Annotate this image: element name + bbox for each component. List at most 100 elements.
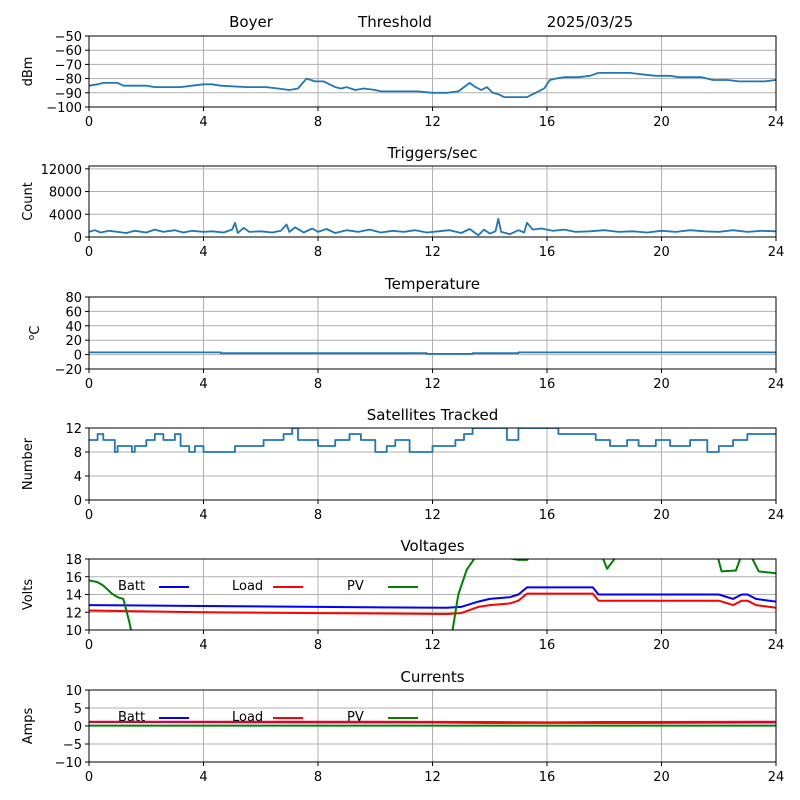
y-tick-label: −60: [55, 44, 82, 59]
y-tick-label: −20: [55, 363, 82, 378]
x-tick-label: 4: [199, 770, 207, 785]
subplot-title: Voltages: [400, 537, 464, 555]
x-tick-label: 0: [85, 638, 93, 653]
x-tick-label: 20: [653, 770, 670, 785]
x-tick-label: 24: [768, 377, 785, 392]
x-tick-label: 4: [199, 508, 207, 523]
x-tick-label: 8: [314, 115, 322, 130]
x-tick-label: 0: [85, 770, 93, 785]
y-tick-label: −80: [55, 73, 82, 88]
y-tick-label: 20: [65, 334, 82, 349]
plot-frame: [88, 427, 777, 501]
x-tick-label: 20: [653, 245, 670, 260]
legend-label-load: Load: [232, 710, 263, 725]
y-axis-label: dBm: [21, 57, 36, 87]
x-tick-label: 16: [539, 115, 556, 130]
x-tick-label: 4: [199, 377, 207, 392]
series-line-load: [89, 720, 776, 724]
y-tick-label: −10: [55, 756, 82, 771]
x-tick-label: 12: [424, 245, 441, 260]
series-line-batt: [89, 586, 776, 609]
y-tick-label: 60: [65, 305, 82, 320]
subplot-4: 0 4 8 12 16 20 24 18 16 14 12 10 Batt Load PV Voltages V…: [21, 537, 784, 653]
y-axis-label: Volts: [21, 579, 36, 611]
y-tick-label: 10: [65, 684, 82, 699]
x-tick-label: 20: [653, 115, 670, 130]
series-line-satellites: [89, 428, 776, 453]
y-tick-label: 14: [65, 589, 82, 604]
subplot-title: Triggers/sec: [387, 144, 478, 162]
x-tick-label: 20: [653, 638, 670, 653]
header-date: 2025/03/25: [547, 13, 633, 31]
plot-frame: [88, 35, 777, 108]
y-tick-label: 4: [74, 470, 82, 485]
plot-frame: [88, 689, 777, 763]
x-tick-label: 12: [424, 115, 441, 130]
series-line-signal: [89, 72, 776, 98]
x-tick-label: 24: [768, 638, 785, 653]
subplot-title: Currents: [400, 668, 464, 686]
y-axis-label: Count: [21, 182, 36, 221]
y-tick-label: 16: [65, 571, 82, 586]
y-tick-label: 40: [65, 320, 82, 335]
series-line-triggers: [89, 217, 776, 237]
x-tick-label: 12: [424, 638, 441, 653]
subplot-title: Satellites Tracked: [367, 406, 498, 424]
y-tick-label: 12: [65, 422, 82, 437]
legend-label-load: Load: [232, 579, 263, 594]
x-tick-label: 20: [653, 377, 670, 392]
y-tick-label: 18: [65, 553, 82, 568]
legend-label-pv: PV: [347, 579, 364, 594]
x-tick-label: 16: [539, 638, 556, 653]
x-tick-label: 16: [539, 508, 556, 523]
y-tick-label: 0: [74, 494, 82, 509]
x-tick-label: 4: [199, 115, 207, 130]
legend-label-batt: Batt: [118, 710, 145, 725]
x-tick-label: 12: [424, 770, 441, 785]
y-tick-label: 0: [74, 720, 82, 735]
y-tick-label: 10: [65, 624, 82, 639]
series-line-pv: [89, 559, 776, 630]
x-tick-label: 8: [314, 770, 322, 785]
y-tick-label: −100: [46, 101, 82, 116]
x-tick-label: 0: [85, 377, 93, 392]
x-tick-label: 24: [768, 245, 785, 260]
x-tick-label: 12: [424, 508, 441, 523]
x-tick-label: 16: [539, 245, 556, 260]
y-tick-label: −90: [55, 87, 82, 102]
x-tick-label: 16: [539, 770, 556, 785]
legend-label-batt: Batt: [118, 579, 145, 594]
subplot-title: Temperature: [384, 275, 480, 293]
series-line-temperature: [89, 351, 776, 355]
y-tick-label: 8: [74, 446, 82, 461]
y-tick-label: 4000: [49, 208, 82, 223]
y-tick-label: 8000: [49, 186, 82, 201]
x-tick-label: 24: [768, 770, 785, 785]
x-tick-label: 8: [314, 508, 322, 523]
y-tick-label: 0: [74, 349, 82, 364]
x-tick-label: 12: [424, 377, 441, 392]
subplot-0: 0 4 8 12 16 20 24 −50−60−70−80−90−100 dBm: [21, 30, 784, 130]
x-tick-label: 8: [314, 245, 322, 260]
y-tick-label: −70: [55, 58, 82, 73]
y-tick-label: 12: [65, 606, 82, 621]
legend-label-pv: PV: [347, 710, 364, 725]
header-station: Boyer: [229, 13, 274, 31]
plot-frame: [88, 165, 777, 238]
y-tick-label: 0: [74, 231, 82, 246]
y-tick-label: 80: [65, 291, 82, 306]
subplot-1: 0 4 8 12 16 20 24 0 4000 8000 12000 Triggers/sec Cou…: [21, 144, 784, 260]
subplot-3: 0 4 8 12 16 20 24 0 4 8 12 Satellites Tracked Number: [21, 406, 784, 523]
x-tick-label: 16: [539, 377, 556, 392]
plot-frame: [88, 558, 777, 631]
x-tick-label: 8: [314, 377, 322, 392]
x-tick-label: 0: [85, 115, 93, 130]
series-line-load: [89, 592, 776, 615]
x-tick-label: 20: [653, 508, 670, 523]
y-tick-label: 5: [74, 702, 82, 717]
y-axis-label: Amps: [21, 707, 36, 744]
header-mode: Threshold: [357, 13, 432, 31]
subplot-5: 0 4 8 12 16 20 24 10 5 0 −5 −10 Batt Load PV Currents Am…: [21, 668, 784, 785]
